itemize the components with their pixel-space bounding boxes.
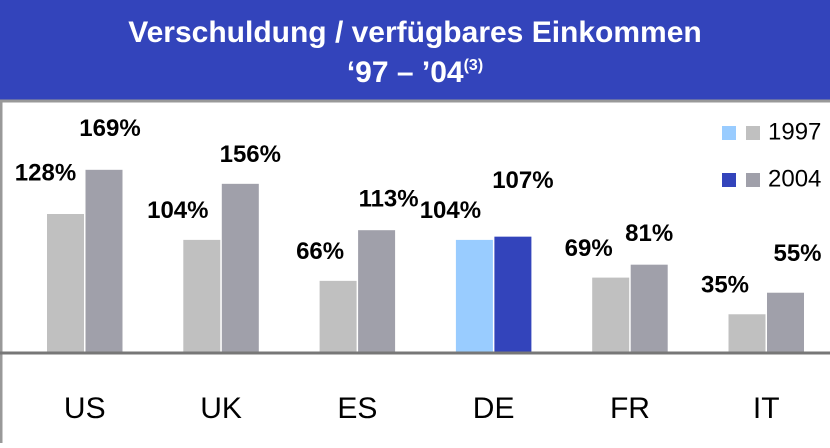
data-label: 104% [147,197,208,224]
bar [455,239,493,352]
legend-swatch [746,173,760,187]
legend-label: 1997 [768,118,821,145]
bar [183,239,221,352]
bar [358,230,396,352]
data-label: 128% [15,159,76,186]
bar [221,183,259,352]
data-label: 81% [625,220,673,247]
legend-swatch [722,126,736,140]
chart-subtitle: ‘97 – ’04(3) [347,56,483,89]
x-tick-label: IT [753,392,780,425]
data-label: 104% [420,197,481,224]
data-label: 69% [565,235,613,262]
x-tick-label: UK [200,392,242,425]
bar [319,280,357,352]
data-label: 156% [220,141,281,168]
x-tick-label: FR [610,392,650,425]
bar [47,214,84,352]
legend-swatch [722,173,736,187]
bar [85,169,123,352]
bar [630,264,668,352]
legend-swatch [746,126,760,140]
subtitle: ‘97 – ’04 [347,56,464,89]
data-label: 35% [701,272,749,299]
data-label: 169% [79,115,140,142]
bar [592,277,630,352]
chart-title: Verschuldung / verfügbares Einkommen [128,16,702,49]
legend-label: 2004 [768,165,821,192]
data-label: 107% [492,167,553,194]
data-label: 113% [359,186,419,213]
title-banner [0,0,830,100]
bar [767,292,804,352]
footnote-mark: (3) [464,57,484,74]
data-label: 66% [296,238,344,265]
bar [494,236,532,352]
x-tick-label: DE [473,392,515,425]
data-label: 55% [773,240,821,267]
bar [728,314,766,352]
x-tick-label: ES [337,392,377,425]
x-tick-label: US [64,392,106,425]
